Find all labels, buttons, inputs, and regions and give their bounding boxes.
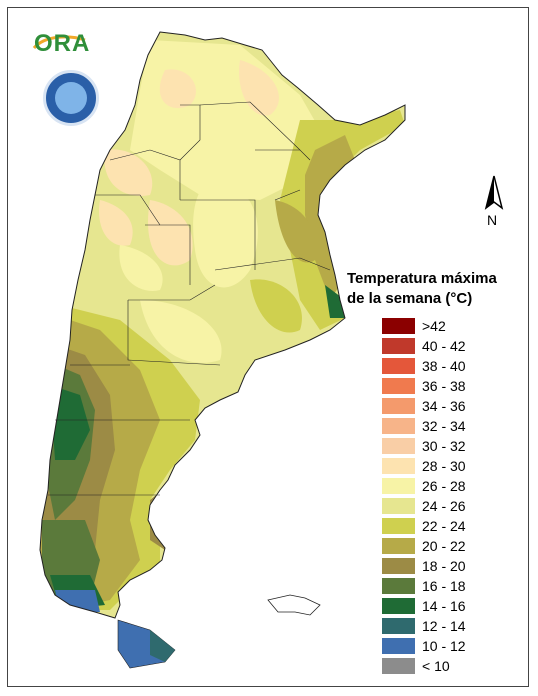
legend-label: 40 - 42: [422, 338, 466, 354]
legend-item: 38 - 40: [382, 357, 522, 377]
legend-label: 34 - 36: [422, 398, 466, 414]
legend-item: 40 - 42: [382, 337, 522, 357]
legend-label: 22 - 24: [422, 518, 466, 534]
legend-label: 20 - 22: [422, 538, 466, 554]
legend-item: 16 - 18: [382, 577, 522, 597]
malvinas-islands: [267, 594, 321, 616]
legend-item: 24 - 26: [382, 497, 522, 517]
legend-swatch: [382, 458, 415, 474]
smn-seal-logo: [43, 70, 99, 126]
legend-label: 16 - 18: [422, 578, 466, 594]
legend-item: 22 - 24: [382, 517, 522, 537]
legend-label: 12 - 14: [422, 618, 466, 634]
legend-swatch: [382, 398, 415, 414]
legend-item: 10 - 12: [382, 637, 522, 657]
legend-label: 38 - 40: [422, 358, 466, 374]
legend-item: 36 - 38: [382, 377, 522, 397]
legend-item: 28 - 30: [382, 457, 522, 477]
legend-label: 26 - 28: [422, 478, 466, 494]
legend-label: 14 - 16: [422, 598, 466, 614]
legend-swatch: [382, 558, 415, 574]
legend-label: 30 - 32: [422, 438, 466, 454]
legend-item: 20 - 22: [382, 537, 522, 557]
legend-swatch: [382, 498, 415, 514]
legend-label: 24 - 26: [422, 498, 466, 514]
legend-label: 32 - 34: [422, 418, 466, 434]
province-borders: [48, 101, 331, 496]
legend-swatch: [382, 438, 415, 454]
legend-title-line2: de la semana (°C): [347, 290, 473, 307]
legend-label: 10 - 12: [422, 638, 466, 654]
legend-swatch: [382, 658, 415, 674]
legend-item: 32 - 34: [382, 417, 522, 437]
legend-item: 30 - 32: [382, 437, 522, 457]
legend-swatch: [382, 358, 415, 374]
legend-label: < 10: [422, 658, 450, 674]
legend-swatch: [382, 318, 415, 334]
legend-title: Temperatura máxima de la semana (°C): [347, 269, 527, 309]
legend-swatch: [382, 418, 415, 434]
legend-swatch: [382, 518, 415, 534]
legend-item: 34 - 36: [382, 397, 522, 417]
legend-swatch: [382, 578, 415, 594]
seal-emblem-icon: [55, 82, 87, 114]
temperature-legend: >42 40 - 42 38 - 40 36 - 38 34 - 36 32 - 34 30…: [382, 317, 522, 677]
legend-swatch: [382, 538, 415, 554]
legend-item: 26 - 28: [382, 477, 522, 497]
legend-swatch: [382, 638, 415, 654]
legend-item: 12 - 14: [382, 617, 522, 637]
legend-swatch: [382, 618, 415, 634]
north-label: N: [487, 212, 498, 228]
legend-swatch: [382, 338, 415, 354]
legend-item: < 10: [382, 657, 522, 677]
legend-label: 18 - 20: [422, 558, 466, 574]
legend-label: 28 - 30: [422, 458, 466, 474]
legend-swatch: [382, 478, 415, 494]
ora-logo: ORA: [34, 30, 91, 57]
legend-item: 18 - 20: [382, 557, 522, 577]
legend-title-line1: Temperatura máxima: [347, 270, 497, 287]
legend-label: >42: [422, 318, 446, 334]
legend-item: 14 - 16: [382, 597, 522, 617]
north-arrow-icon: [484, 175, 504, 210]
legend-swatch: [382, 378, 415, 394]
legend-label: 36 - 38: [422, 378, 466, 394]
country-outline: [39, 31, 406, 619]
legend-item: >42: [382, 317, 522, 337]
legend-swatch: [382, 598, 415, 614]
